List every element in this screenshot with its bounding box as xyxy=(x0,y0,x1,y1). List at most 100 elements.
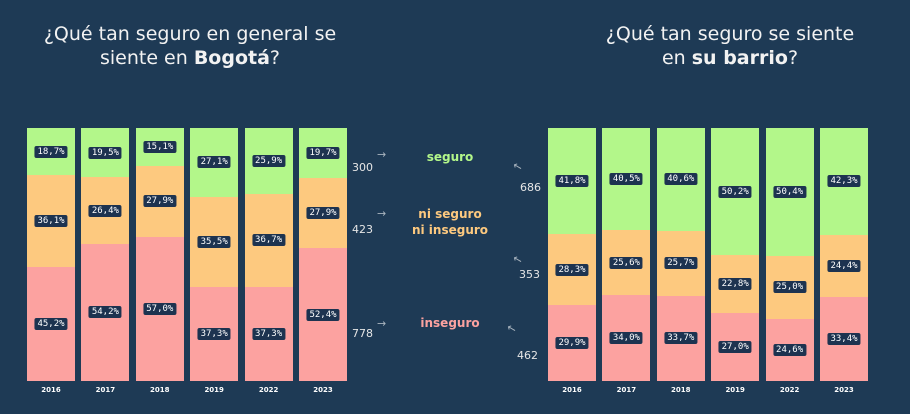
data-label: 25,9% xyxy=(252,154,286,167)
data-label: 18,7% xyxy=(34,145,68,158)
arrow-right-icon: → xyxy=(377,148,387,161)
x-tick-label: 2018 xyxy=(150,386,170,394)
bar-segment-seguro: 19,5% xyxy=(81,128,130,178)
bar-segment-ni-seguro-ni-inseguro: 25,6% xyxy=(602,230,651,296)
data-label: 54,2% xyxy=(88,306,122,319)
bar-segment-ni-seguro-ni-inseguro: 36,1% xyxy=(27,175,75,267)
bar-segment-seguro: 50,4% xyxy=(765,128,814,256)
data-label: 41,8% xyxy=(555,174,589,187)
title-bold: Bogotá xyxy=(193,47,270,69)
bar-segment-ni-seguro-ni-inseguro: 25,7% xyxy=(656,230,705,296)
left-chart-title: ¿Qué tan seguro en general se siente en … xyxy=(20,22,360,70)
bar-segment-seguro: 40,6% xyxy=(656,128,705,231)
data-label: 36,1% xyxy=(34,214,68,227)
bar-segment-inseguro: 29,9% xyxy=(548,305,596,381)
data-label: 35,5% xyxy=(197,235,231,248)
bar-2017: 19,5% 26,4% 54,2% xyxy=(81,128,130,381)
data-label: 25,7% xyxy=(664,257,698,270)
legend-ni-seguro-ni-inseguro: ni seguro ni inseguro xyxy=(400,206,500,238)
data-label: 52,4% xyxy=(306,308,340,321)
x-tick-label: 2016 xyxy=(41,386,61,394)
bar-segment-inseguro: 54,2% xyxy=(81,244,130,381)
bar-segment-seguro: 25,9% xyxy=(244,128,293,194)
data-label: 37,3% xyxy=(197,327,231,340)
bar-segment-inseguro: 33,7% xyxy=(656,295,705,381)
data-label: 15,1% xyxy=(143,141,177,154)
bar-segment-ni-seguro-ni-inseguro: 22,8% xyxy=(711,255,760,313)
data-label: 33,4% xyxy=(827,332,861,345)
bar-segment-ni-seguro-ni-inseguro: 25,0% xyxy=(765,255,814,319)
bar-segment-seguro: 41,8% xyxy=(548,128,596,234)
arrow-right-icon: → xyxy=(377,207,387,220)
data-label: 50,4% xyxy=(773,185,807,198)
bar-segment-ni-seguro-ni-inseguro: 36,7% xyxy=(244,193,293,287)
bar-2019: 50,2% 22,8% 27,0% xyxy=(711,128,760,381)
bar-segment-seguro: 19,7% xyxy=(299,128,347,178)
bar-2016: 41,8% 28,3% 29,9% xyxy=(548,128,596,381)
x-tick-label: 2016 xyxy=(562,386,582,394)
bar-segment-inseguro: 27,0% xyxy=(711,312,760,381)
bar-2022: 25,9% 36,7% 37,3% xyxy=(244,128,293,381)
right-count-ni: 353 xyxy=(519,268,540,281)
data-label: 42,3% xyxy=(827,175,861,188)
bar-segment-ni-seguro-ni-inseguro: 26,4% xyxy=(81,177,130,244)
bar-segment-seguro: 40,5% xyxy=(602,128,651,231)
right-chart-title: ¿Qué tan seguro se siente en su barrio? xyxy=(560,22,900,70)
bar-2018: 15,1% 27,9% 57,0% xyxy=(135,128,184,381)
bar-segment-inseguro: 37,3% xyxy=(190,286,239,381)
arrow-right-icon: → xyxy=(377,317,387,330)
bar-2018: 40,6% 25,7% 33,7% xyxy=(656,128,705,381)
data-label: 57,0% xyxy=(143,302,177,315)
bar-2022: 50,4% 25,0% 24,6% xyxy=(765,128,814,381)
bar-segment-seguro: 42,3% xyxy=(820,128,868,235)
data-label: 19,7% xyxy=(306,146,340,159)
data-label: 19,5% xyxy=(88,146,122,159)
data-label: 27,1% xyxy=(197,156,231,169)
bar-segment-inseguro: 52,4% xyxy=(299,248,347,381)
bar-segment-seguro: 50,2% xyxy=(711,128,760,255)
bar-segment-ni-seguro-ni-inseguro: 35,5% xyxy=(190,196,239,287)
title-suffix: ? xyxy=(269,47,281,69)
right-count-seguro: 686 xyxy=(520,181,541,194)
left-count-inseguro: 778 xyxy=(352,327,373,340)
left-count-seguro: 300 xyxy=(352,161,373,174)
arrow-up-left-icon: ← xyxy=(510,251,525,268)
data-label: 25,6% xyxy=(609,256,643,269)
x-tick-label: 2023 xyxy=(834,386,854,394)
data-label: 25,0% xyxy=(773,281,807,294)
bar-2016: 18,7% 36,1% 45,2% xyxy=(27,128,75,381)
bar-segment-ni-seguro-ni-inseguro: 24,4% xyxy=(820,234,868,297)
title-text: ¿Qué tan seguro se siente en xyxy=(605,23,855,69)
data-label: 26,4% xyxy=(88,204,122,217)
x-tick-label: 2019 xyxy=(204,386,224,394)
data-label: 50,2% xyxy=(718,185,752,198)
data-label: 27,9% xyxy=(143,195,177,208)
title-bold: su barrio xyxy=(691,47,788,69)
data-label: 27,0% xyxy=(718,340,752,353)
bar-segment-inseguro: 45,2% xyxy=(27,266,75,381)
bar-2023: 42,3% 24,4% 33,4% xyxy=(820,128,868,381)
x-tick-label: 2022 xyxy=(779,386,800,394)
bar-segment-ni-seguro-ni-inseguro: 27,9% xyxy=(299,177,347,249)
legend-line: ni seguro xyxy=(418,207,482,221)
data-label: 37,3% xyxy=(252,327,286,340)
data-label: 27,9% xyxy=(306,207,340,220)
x-tick-label: 2019 xyxy=(725,386,745,394)
legend-line: ni inseguro xyxy=(411,223,489,237)
data-label: 24,6% xyxy=(773,343,807,356)
bar-segment-inseguro: 57,0% xyxy=(135,236,184,381)
data-label: 45,2% xyxy=(34,317,68,330)
legend-seguro: seguro xyxy=(426,150,474,164)
data-label: 24,4% xyxy=(827,259,861,272)
bar-segment-inseguro: 37,3% xyxy=(244,286,293,381)
bar-2023: 19,7% 27,9% 52,4% xyxy=(299,128,347,381)
data-label: 29,9% xyxy=(555,337,589,350)
bar-segment-inseguro: 33,4% xyxy=(820,296,868,381)
arrow-up-left-icon: ← xyxy=(504,320,519,337)
title-suffix: ? xyxy=(787,47,799,69)
bar-segment-seguro: 27,1% xyxy=(190,128,239,197)
barrio-safety-chart: 41,8% 28,3% 29,9% 2016 40,5% 25,6% 34,0% 2017 40… xyxy=(548,128,868,394)
left-count-ni: 423 xyxy=(352,223,373,236)
right-count-inseguro: 462 xyxy=(517,349,538,362)
data-label: 34,0% xyxy=(609,332,643,345)
